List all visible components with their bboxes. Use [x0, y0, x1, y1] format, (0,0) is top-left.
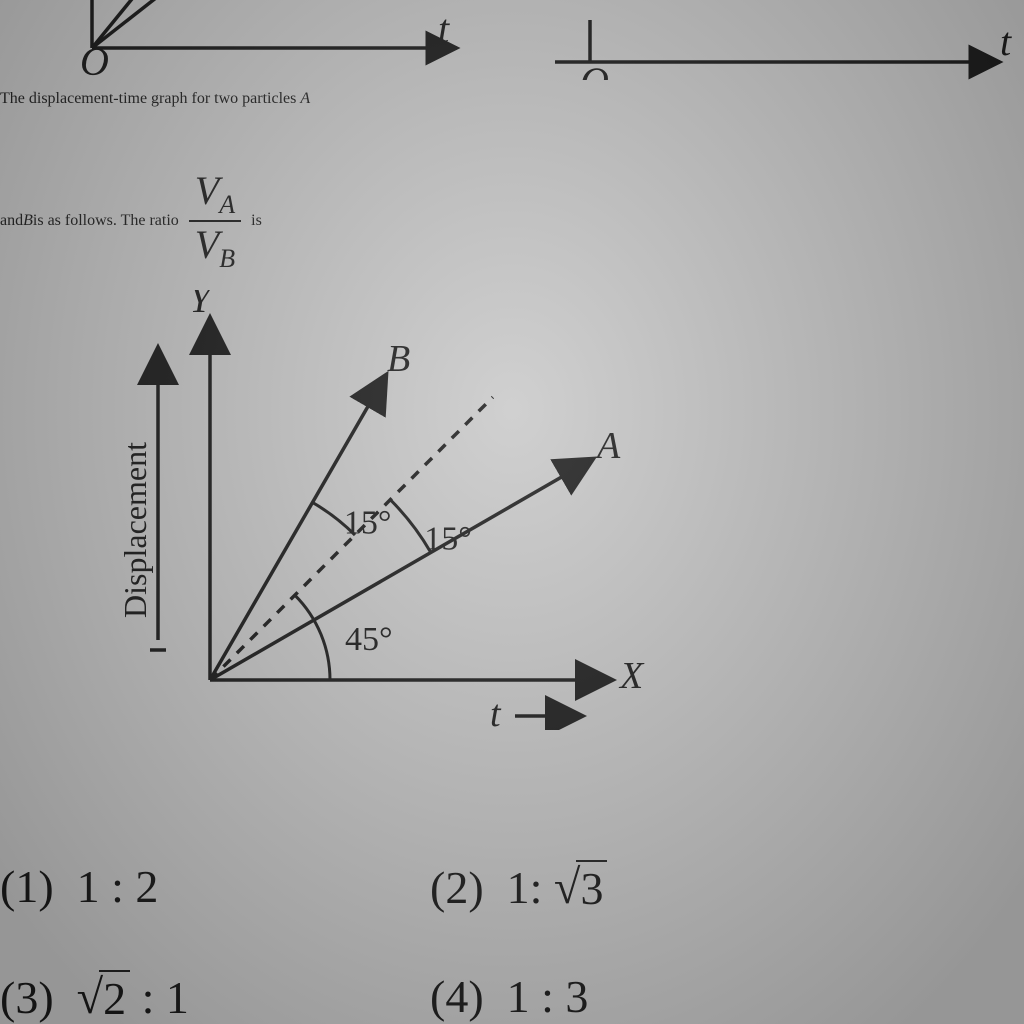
ratio-fraction: VA VB: [189, 170, 241, 273]
svg-text:Y: Y: [189, 290, 214, 321]
svg-text:A: A: [594, 425, 621, 467]
option-4: (4) 1 : 3: [430, 970, 588, 1023]
option-2: (2) 1: √3: [430, 860, 607, 915]
axis-label-t: t: [438, 6, 450, 51]
page: O t O t The displacement-time graph for …: [0, 0, 1024, 1024]
svg-text:45°: 45°: [345, 621, 393, 658]
svg-text:B: B: [387, 338, 410, 380]
displacement-time-diagram: X Y Displacement t A B 45° 15° 15°: [110, 290, 710, 730]
svg-text:t: t: [490, 693, 502, 730]
svg-text:15°: 15°: [344, 504, 392, 541]
svg-text:O: O: [80, 39, 109, 80]
option-1: (1) 1 : 2: [0, 860, 158, 913]
axis-label-t: t: [1000, 19, 1012, 64]
question-line-1: The displacement-time graph for two part…: [0, 90, 310, 108]
svg-text:Displacement: Displacement: [117, 442, 153, 618]
svg-text:O: O: [580, 59, 609, 80]
svg-text:15°: 15°: [424, 521, 472, 558]
top-fragment: O t O t: [0, 0, 1024, 80]
option-3: (3) √2 : 1: [0, 970, 189, 1024]
svg-text:X: X: [618, 655, 645, 697]
question-line-2: and B is as follows. The ratio VA VB is: [0, 170, 262, 273]
